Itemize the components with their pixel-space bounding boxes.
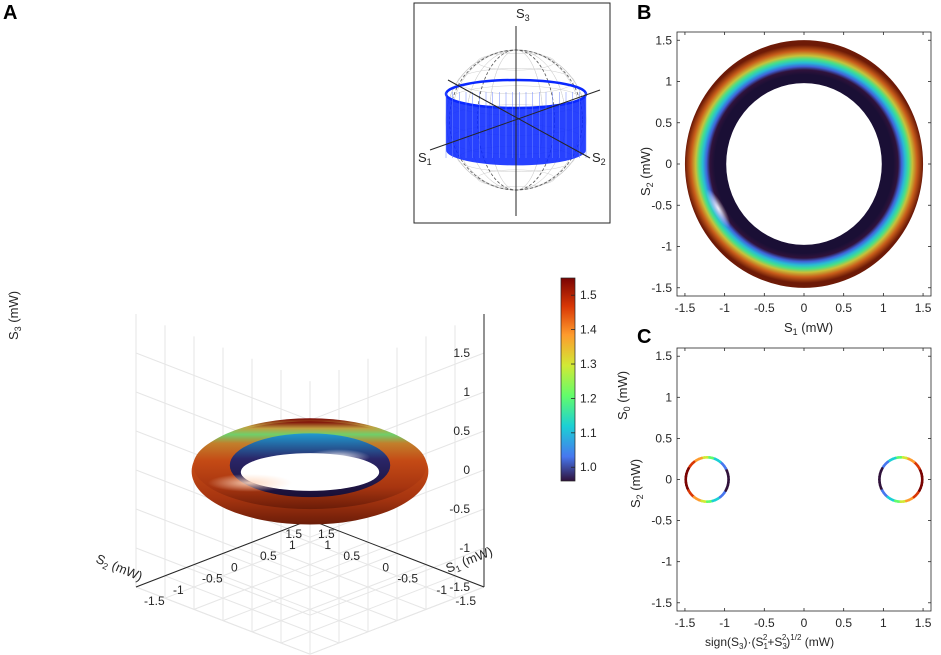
y-tick-label: 0.5: [655, 431, 672, 445]
colorbar-label: S0 (mW): [615, 371, 632, 420]
colorbar-tick-label: 1.1: [580, 426, 597, 440]
x-tick-label: 1.5: [915, 301, 932, 315]
poincare-sphere-inset: S3 S1 S2: [413, 2, 611, 224]
x-axis-line: [135, 519, 311, 588]
panel-b-ticks: -1.5 -1 -0.5 0 0.5 1 1.5 1.5 1 0.5 0 -0.5 -1 -1.5: [651, 32, 932, 315]
panel-a-grid: [135, 314, 485, 655]
y-tick-label: -0.5: [651, 198, 672, 212]
y-tick-label: -1: [661, 240, 672, 254]
y-tick-label: -0.5: [397, 572, 418, 586]
y-tick-label: -1.5: [651, 281, 672, 295]
panel-a-tick-labels: -1.5-1.5-1.5-1-1-1-0.5-0.5-0.50000.50.50…: [144, 346, 476, 608]
panel-c-y-label: S2 (mW): [628, 459, 645, 508]
colorbar: [560, 277, 576, 482]
y-tick-label: 1.5: [655, 33, 672, 47]
torus-surface: [191, 418, 429, 525]
x-tick-label: -1.5: [144, 594, 165, 608]
z-tick-label: 1.5: [453, 346, 470, 360]
z-tick-label: -1.5: [449, 580, 470, 594]
y-tick-label: 0.5: [343, 549, 360, 563]
y-tick-label: 0: [665, 157, 672, 171]
x-tick-label: 0: [801, 301, 808, 315]
annulus-highlight: [706, 189, 731, 228]
x-tick-label: -1.5: [675, 301, 696, 315]
panel-letter-c: C: [637, 326, 651, 348]
x-tick-label: -1: [173, 583, 184, 597]
z-axis-label: S3 (mW): [6, 291, 23, 340]
panel-b-x-label: S1 (mW): [784, 320, 833, 337]
panel-c: C -1.5 -1 -0.5 0 0.5 1 1.5 1.5 1 0.5 0 -0.5 -1 -1.5 s…: [628, 326, 932, 651]
colorbar-tick-label: 1.3: [580, 357, 597, 371]
y-axis-line: [309, 519, 485, 588]
inset-label-s3: S3: [516, 6, 530, 23]
y-axis-label-s2: S2 (mW): [93, 551, 145, 586]
y-tick-label: 0: [665, 473, 672, 487]
annulus: [684, 40, 924, 288]
wall-grid-line: [309, 352, 485, 421]
colorbar-tick-label: 1.4: [580, 323, 597, 337]
x-tick-label: 0.5: [835, 616, 852, 630]
inset-label-s2: S2: [592, 150, 606, 167]
y-tick-label: 1: [665, 75, 672, 89]
inset-s2-axis: [447, 79, 591, 159]
x-tick-label: -0.5: [754, 301, 775, 315]
colorbar-tick-label: 1.2: [580, 391, 597, 405]
inset-label-s1: S1: [418, 150, 432, 167]
inset-sphere-mesh: [429, 26, 601, 216]
inset-s1-axis: [429, 89, 601, 151]
x-tick-label: 0.5: [260, 549, 277, 563]
x-tick-label: -1.5: [675, 616, 696, 630]
panel-a: A -1.5-1.5-1.5-1-1-1-0.5-0.5-0.50000.50.…: [3, 2, 632, 655]
panel-letter-b: B: [637, 2, 651, 24]
z-tick-label: 1: [463, 385, 470, 399]
panel-b: B -1.5 -1 -0.5 0 0.5 1 1.5 1.5 1 0.5 0 -0.5 -1 -1.5 S…: [637, 2, 932, 337]
y-tick-label: -1: [661, 555, 672, 569]
y-tick-label: -1: [436, 583, 447, 597]
y-tick-label: 1.5: [285, 527, 302, 541]
torus-highlight-front: [208, 473, 292, 492]
x-tick-label: 0: [801, 616, 808, 630]
y-tick-label: 1: [324, 538, 331, 552]
x-tick-label: 1: [880, 616, 887, 630]
panel-b-y-label: S2 (mW): [638, 147, 655, 196]
colorbar-tick-label: 1.0: [580, 460, 597, 474]
x-tick-label: 1.5: [915, 616, 932, 630]
x-tick-label: 0.5: [835, 301, 852, 315]
torus-highlight-top: [306, 449, 370, 466]
panel-c-circles: [684, 456, 924, 503]
y-tick-label: -1.5: [455, 594, 476, 608]
y-tick-label: 0.5: [655, 116, 672, 130]
x-tick-label: 0: [231, 560, 238, 574]
colorbar-ticks: 1.5 1.4 1.3 1.2 1.1 1.0: [571, 288, 597, 474]
y-tick-label: 1: [665, 390, 672, 404]
y-tick-label: 0: [382, 560, 389, 574]
panel-c-frame: [676, 347, 932, 612]
y-tick-label: -0.5: [651, 514, 672, 528]
x-tick-label: -0.5: [202, 572, 223, 586]
z-tick-label: 0.5: [453, 424, 470, 438]
wall-grid-line: [135, 352, 311, 421]
y-tick-label: 1.5: [655, 349, 672, 363]
panel-letter-a: A: [3, 2, 17, 24]
x-tick-label: 1: [289, 538, 296, 552]
x-tick-label: -0.5: [754, 616, 775, 630]
z-tick-label: 0: [463, 463, 470, 477]
x-tick-label: -1: [719, 616, 730, 630]
colorbar-tick-label: 1.5: [580, 288, 597, 302]
x-tick-label: 1.5: [318, 527, 335, 541]
annulus-surface: [684, 40, 924, 288]
x-tick-label: -1: [719, 301, 730, 315]
z-tick-label: -0.5: [449, 502, 470, 516]
y-tick-label: -1.5: [651, 596, 672, 610]
panel-c-ticks: -1.5 -1 -0.5 0 0.5 1 1.5 1.5 1 0.5 0 -0.5 -1 -1.5: [651, 348, 932, 630]
z-tick-label: -1: [459, 541, 470, 555]
panel-c-x-label: sign(S3)·(S12+S32)1/2 (mW): [705, 633, 834, 651]
x-tick-label: 1: [880, 301, 887, 315]
